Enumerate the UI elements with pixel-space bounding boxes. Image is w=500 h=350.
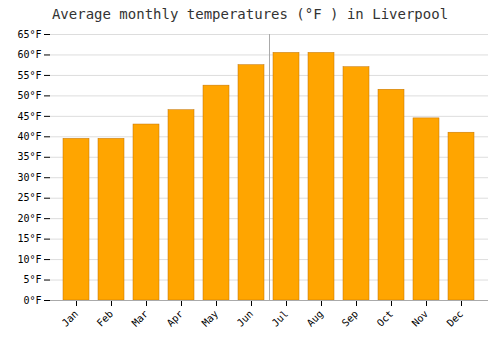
svg-text:Jan: Jan (60, 308, 81, 329)
svg-text:Sep: Sep (340, 308, 361, 329)
svg-text:May: May (200, 308, 221, 329)
svg-text:Apr: Apr (165, 308, 186, 329)
svg-text:35°F: 35°F (17, 151, 41, 162)
svg-text:30°F: 30°F (17, 172, 41, 183)
svg-text:0°F: 0°F (23, 295, 41, 306)
svg-text:Oct: Oct (375, 308, 396, 329)
svg-text:25°F: 25°F (17, 192, 41, 203)
svg-text:Feb: Feb (95, 308, 116, 329)
svg-text:Jul: Jul (270, 308, 291, 329)
svg-text:50°F: 50°F (17, 90, 41, 101)
svg-text:Nov: Nov (410, 308, 431, 329)
svg-text:Mar: Mar (130, 308, 151, 329)
svg-text:20°F: 20°F (17, 213, 41, 224)
svg-text:45°F: 45°F (17, 111, 41, 122)
svg-text:40°F: 40°F (17, 131, 41, 142)
svg-text:65°F: 65°F (17, 29, 41, 40)
svg-text:Aug: Aug (305, 308, 326, 329)
svg-text:Jun: Jun (235, 308, 256, 329)
svg-text:15°F: 15°F (17, 233, 41, 244)
svg-text:10°F: 10°F (17, 254, 41, 265)
html-text:Average monthly temperatures (: Average monthly temperatures (°F ) in Li… (51, 6, 449, 22)
svg-text:55°F: 55°F (17, 70, 41, 81)
svg-text:Dec: Dec (445, 308, 466, 329)
svg-text:60°F: 60°F (17, 49, 41, 60)
svg-text:5°F: 5°F (23, 274, 41, 285)
